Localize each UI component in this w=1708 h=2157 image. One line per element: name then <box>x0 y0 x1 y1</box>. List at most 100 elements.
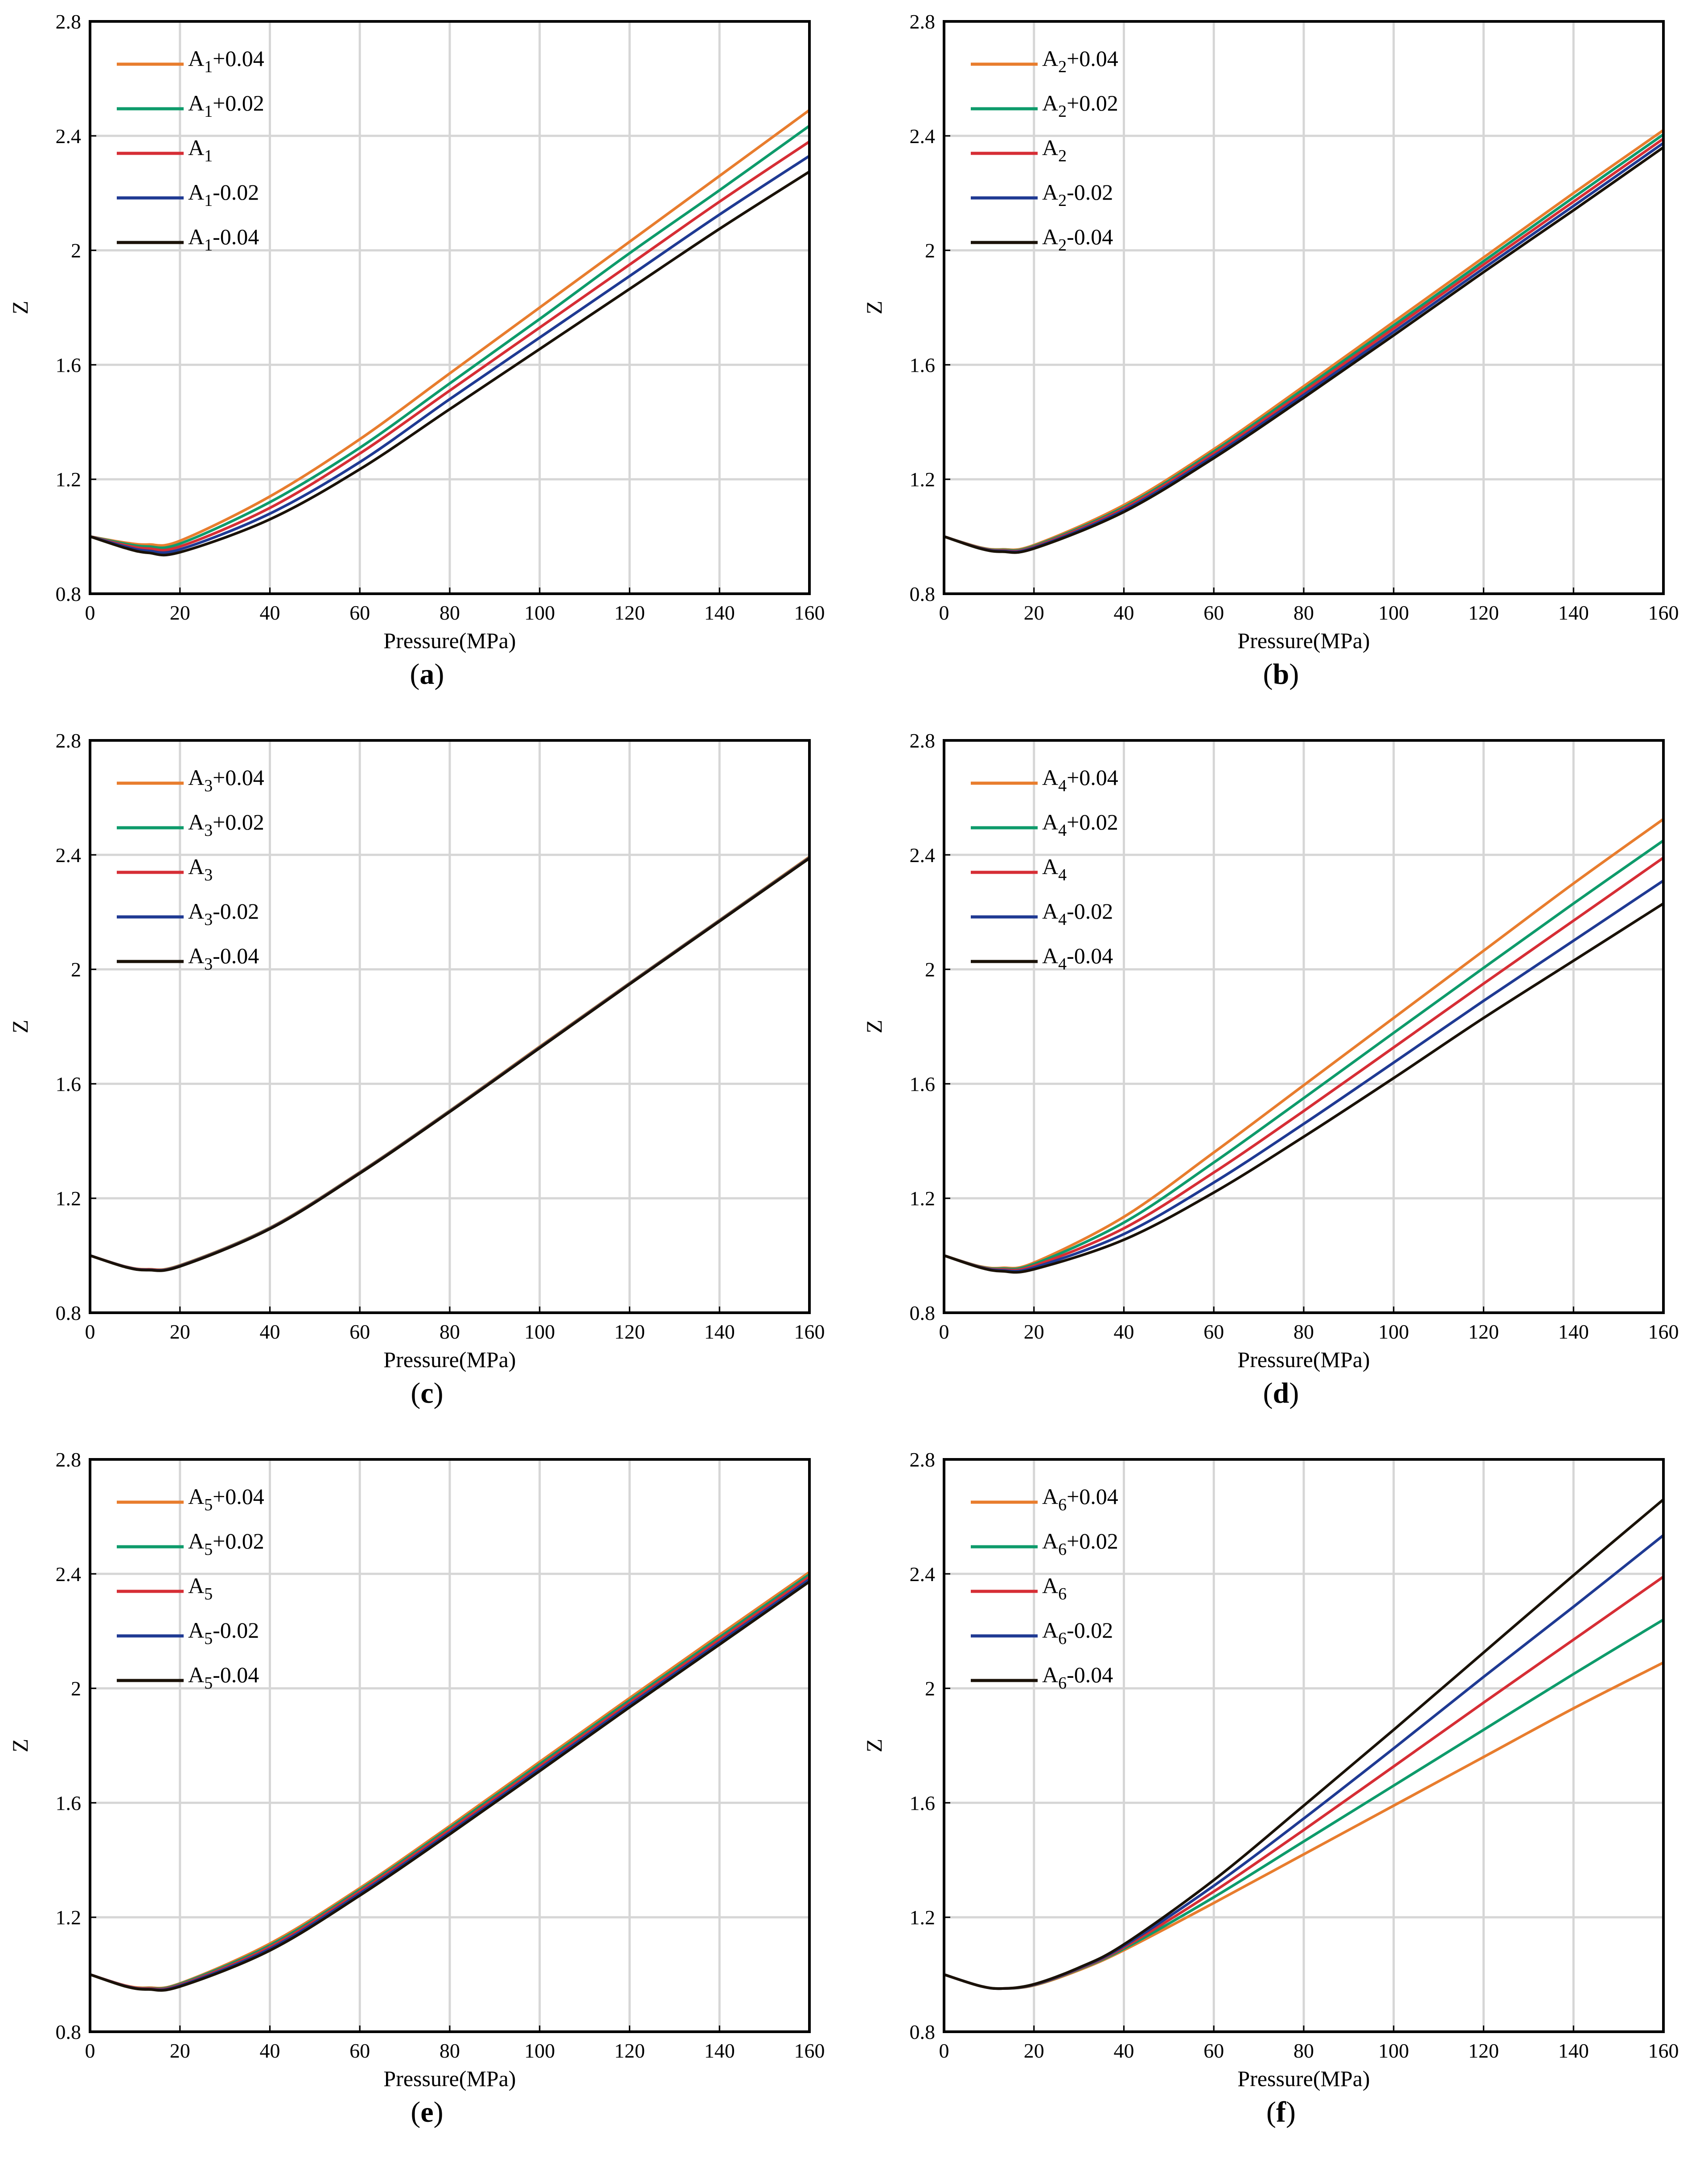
x-tick-label: 100 <box>1378 1320 1409 1343</box>
plot-frame <box>89 739 811 1314</box>
y-tick-label: 1.2 <box>910 1187 936 1210</box>
chart-a: 0 20 40 60 80 100 120 140 1600.81.21.622.42.8A1+… <box>8 10 825 653</box>
x-tick-label: 60 <box>1203 1320 1224 1343</box>
caption-f: (f) <box>1266 2096 1296 2128</box>
x-tick-label: 100 <box>524 601 555 624</box>
y-tick-label: 2 <box>71 1677 81 1700</box>
y-tick-label: 1.6 <box>910 353 936 376</box>
x-tick-label: 60 <box>1203 2039 1224 2062</box>
y-tick-label: 2.8 <box>910 729 936 752</box>
x-tick-label: 80 <box>1293 1320 1314 1343</box>
x-tick-label: 80 <box>1293 601 1314 624</box>
x-tick-label: 140 <box>704 1320 735 1343</box>
x-tick-label: 0 <box>85 2039 95 2062</box>
y-tick-label: 1.2 <box>910 468 936 491</box>
x-tick-label: 40 <box>260 2039 280 2062</box>
y-tick-label: 0.8 <box>910 583 936 605</box>
series-group <box>90 1571 809 1992</box>
caption-e: (e) <box>411 2096 443 2128</box>
x-axis-label: Pressure(MPa) <box>1237 628 1370 653</box>
x-tick-label: 160 <box>1648 1320 1679 1343</box>
y-tick-label: 2.4 <box>56 844 82 867</box>
y-axis-label: Z <box>862 1020 887 1034</box>
y-tick-label: 1.2 <box>910 1906 936 1929</box>
series-line-A5-0.04 <box>90 1580 809 1992</box>
chart-b: 0 20 40 60 80 100 120 140 1600.81.21.622.42.8A2+… <box>862 10 1679 653</box>
x-tick-label: 20 <box>1024 1320 1044 1343</box>
panel-b: 0 20 40 60 80 100 120 140 160 0.8 1.2 1.6 2 2.4 2.8 A2+… <box>854 0 1708 719</box>
series-group <box>944 818 1663 1274</box>
series-line-A1+0.02 <box>90 124 809 550</box>
y-axis-label: Z <box>8 301 33 315</box>
x-axis-label: Pressure(MPa) <box>1237 1347 1370 1372</box>
x-tick-label: 140 <box>1558 601 1589 624</box>
grid <box>944 21 1663 594</box>
x-tick-label: 160 <box>794 601 825 624</box>
plot-frame <box>89 20 811 595</box>
x-tick-label: 60 <box>349 1320 370 1343</box>
x-tick-label: 120 <box>614 601 645 624</box>
chart-d: 0 20 40 60 80 100 120 140 1600.81.21.622.42.8A4+… <box>862 729 1679 1372</box>
x-axis-label: Pressure(MPa) <box>383 628 516 653</box>
x-tick-label: 60 <box>349 601 370 624</box>
legend-label: A2-0.04 <box>1042 224 1113 255</box>
y-tick-label: 2.4 <box>910 1563 936 1586</box>
y-tick-label: 1.2 <box>56 1906 82 1929</box>
y-tick-label: 2.8 <box>56 1448 82 1471</box>
x-tick-label: 20 <box>170 2039 190 2062</box>
series-group <box>944 129 1663 554</box>
y-tick-label: 2.8 <box>56 729 82 752</box>
x-tick-label: 20 <box>170 1320 190 1343</box>
x-tick-label: 140 <box>1558 2039 1589 2062</box>
x-tick-label: 120 <box>1468 2039 1499 2062</box>
x-tick-label: 20 <box>170 601 190 624</box>
x-tick-label: 0 <box>939 1320 949 1343</box>
y-tick-label: 2.8 <box>56 10 82 33</box>
x-tick-label: 0 <box>85 601 95 624</box>
x-tick-label: 100 <box>1378 601 1409 624</box>
y-tick-label: 2 <box>925 239 935 262</box>
y-axis-label: Z <box>862 301 887 315</box>
caption-b: (b) <box>1263 658 1299 690</box>
panel-f: 0 20 40 60 80 100 120 140 160 0.8 1.2 1.6 2 2.4 2.8 A6+… <box>854 1438 1708 2157</box>
y-tick-label: 2.4 <box>56 1563 82 1586</box>
x-axis-label: Pressure(MPa) <box>383 1347 516 1372</box>
y-tick-label: 2.4 <box>56 125 82 148</box>
y-tick-label: 2 <box>925 1677 935 1700</box>
x-axis-label: Pressure(MPa) <box>1237 2066 1370 2091</box>
x-tick-label: 160 <box>794 2039 825 2062</box>
caption-d: (d) <box>1263 1377 1299 1409</box>
series-line-A2-0.04 <box>944 146 1663 554</box>
x-tick-label: 40 <box>260 601 280 624</box>
grid <box>90 740 809 1313</box>
caption-a: (a) <box>410 658 444 690</box>
y-axis-label: Z <box>8 1739 33 1753</box>
y-tick-label: 2.4 <box>910 125 936 148</box>
x-tick-label: 100 <box>524 1320 555 1343</box>
y-tick-label: 1.2 <box>56 468 82 491</box>
series-line-A1-0.02 <box>90 155 809 554</box>
grid <box>944 1459 1663 2032</box>
panel-c: 0 20 40 60 80 100 120 140 160 0.8 1.2 1.6 2 2.4 2.8 A3+… <box>0 719 854 1438</box>
plot-frame <box>89 1458 811 2033</box>
y-axis-label: Z <box>8 1020 33 1034</box>
x-tick-label: 100 <box>524 2039 555 2062</box>
x-tick-label: 120 <box>1468 601 1499 624</box>
chart-f: 0 20 40 60 80 100 120 140 1600.81.21.622.42.8A6+… <box>862 1448 1679 2091</box>
y-tick-label: 0.8 <box>910 1302 936 1324</box>
chart-c: 0 20 40 60 80 100 120 140 1600.81.21.622.42.8A3+… <box>8 729 825 1372</box>
y-tick-label: 2.8 <box>910 10 936 33</box>
x-tick-label: 80 <box>439 1320 460 1343</box>
x-tick-label: 0 <box>939 601 949 624</box>
x-tick-label: 40 <box>1114 601 1134 624</box>
series-group <box>90 855 809 1272</box>
grid <box>90 21 809 594</box>
y-tick-label: 1.2 <box>56 1187 82 1210</box>
x-tick-label: 40 <box>1114 1320 1134 1343</box>
caption-c: (c) <box>411 1377 443 1409</box>
y-tick-label: 1.6 <box>910 1072 936 1095</box>
y-tick-label: 0.8 <box>910 2021 936 2043</box>
x-tick-label: 80 <box>439 601 460 624</box>
plot-frame <box>943 1458 1665 2033</box>
panel-a: 0 20 40 60 80 100 120 140 160 0.8 1.2 1.6 2 2.4 2.8 A1+… <box>0 0 854 719</box>
